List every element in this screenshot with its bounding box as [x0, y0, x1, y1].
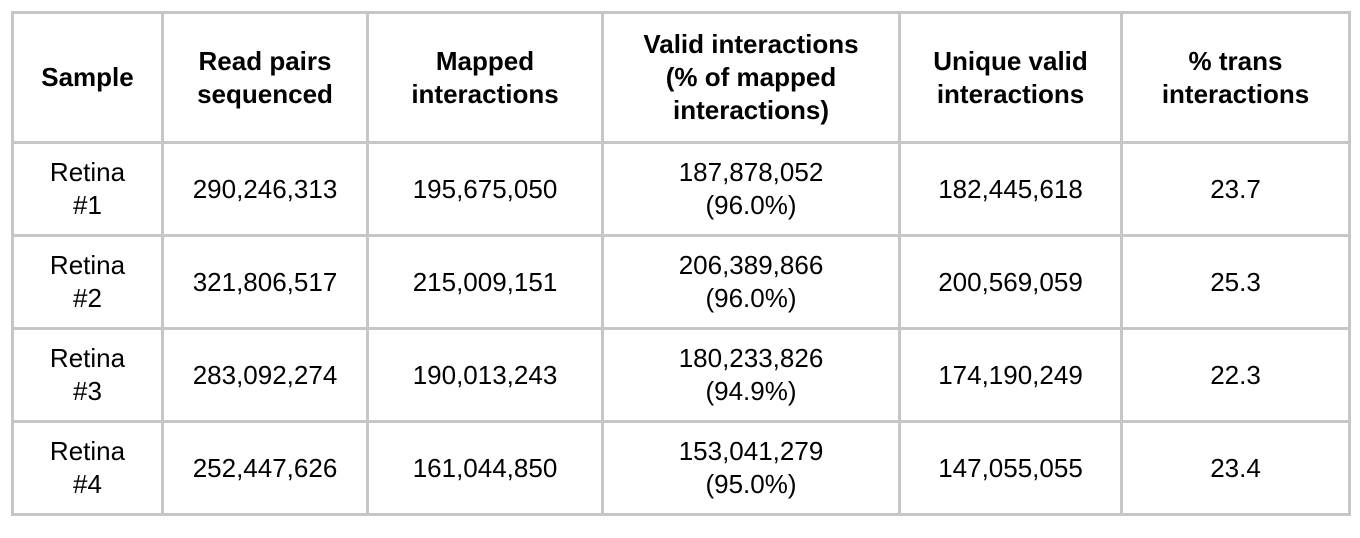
table-cell: 161,044,850 — [366, 420, 604, 516]
table-row: Retina #1 290,246,313 195,675,050 187,878,0… — [11, 141, 1351, 237]
table-cell: 153,041,279 (95.0%) — [601, 420, 901, 516]
header-cell: Unique valid interactions — [898, 11, 1123, 144]
cell-line: 206,389,866 — [678, 250, 824, 280]
table-cell: 252,447,626 — [161, 420, 369, 516]
table-cell: 23.7 — [1120, 141, 1351, 237]
stats-table: Sample Read pairs sequenced Mapped interac… — [11, 11, 1351, 516]
table-cell: Retina #3 — [11, 327, 164, 423]
table-cell: 180,233,826 (94.9%) — [601, 327, 901, 423]
table-cell: 200,569,059 — [898, 234, 1123, 330]
table-cell: 206,389,866 (96.0%) — [601, 234, 901, 330]
table-row: Retina #2 321,806,517 215,009,151 206,389,8… — [11, 234, 1351, 330]
cell-line: (94.9%) — [705, 376, 797, 406]
table-row: Retina #4 252,447,626 161,044,850 153,041,2… — [11, 420, 1351, 516]
header-row: Sample Read pairs sequenced Mapped interac… — [11, 11, 1351, 144]
cell-line: 187,878,052 — [678, 157, 824, 187]
table-cell: Retina #4 — [11, 420, 164, 516]
table-cell: 195,675,050 — [366, 141, 604, 237]
cell-line: (96.0%) — [705, 190, 797, 220]
header-cell: Sample — [11, 11, 164, 144]
table-cell: 182,445,618 — [898, 141, 1123, 237]
table-cell: 23.4 — [1120, 420, 1351, 516]
table-cell: 22.3 — [1120, 327, 1351, 423]
table-body: Retina #1 290,246,313 195,675,050 187,878,0… — [11, 141, 1351, 516]
table-cell: 147,055,055 — [898, 420, 1123, 516]
table-cell: 290,246,313 — [161, 141, 369, 237]
header-cell: % trans interactions — [1120, 11, 1351, 144]
header-cell: Mapped interactions — [366, 11, 604, 144]
table-cell: 174,190,249 — [898, 327, 1123, 423]
cell-line: 153,041,279 — [678, 436, 824, 466]
cell-line: (95.0%) — [705, 469, 797, 499]
table-cell: 190,013,243 — [366, 327, 604, 423]
table-cell: Retina #1 — [11, 141, 164, 237]
header-cell: Valid interactions (% of mapped interact… — [601, 11, 901, 144]
table-row: Retina #3 283,092,274 190,013,243 180,233,8… — [11, 327, 1351, 423]
table-cell: 25.3 — [1120, 234, 1351, 330]
cell-line: 180,233,826 — [678, 343, 824, 373]
header-cell: Read pairs sequenced — [161, 11, 369, 144]
table-cell: 215,009,151 — [366, 234, 604, 330]
table-cell: 321,806,517 — [161, 234, 369, 330]
cell-line: (96.0%) — [705, 283, 797, 313]
table-cell: 187,878,052 (96.0%) — [601, 141, 901, 237]
table-cell: 283,092,274 — [161, 327, 369, 423]
table-cell: Retina #2 — [11, 234, 164, 330]
